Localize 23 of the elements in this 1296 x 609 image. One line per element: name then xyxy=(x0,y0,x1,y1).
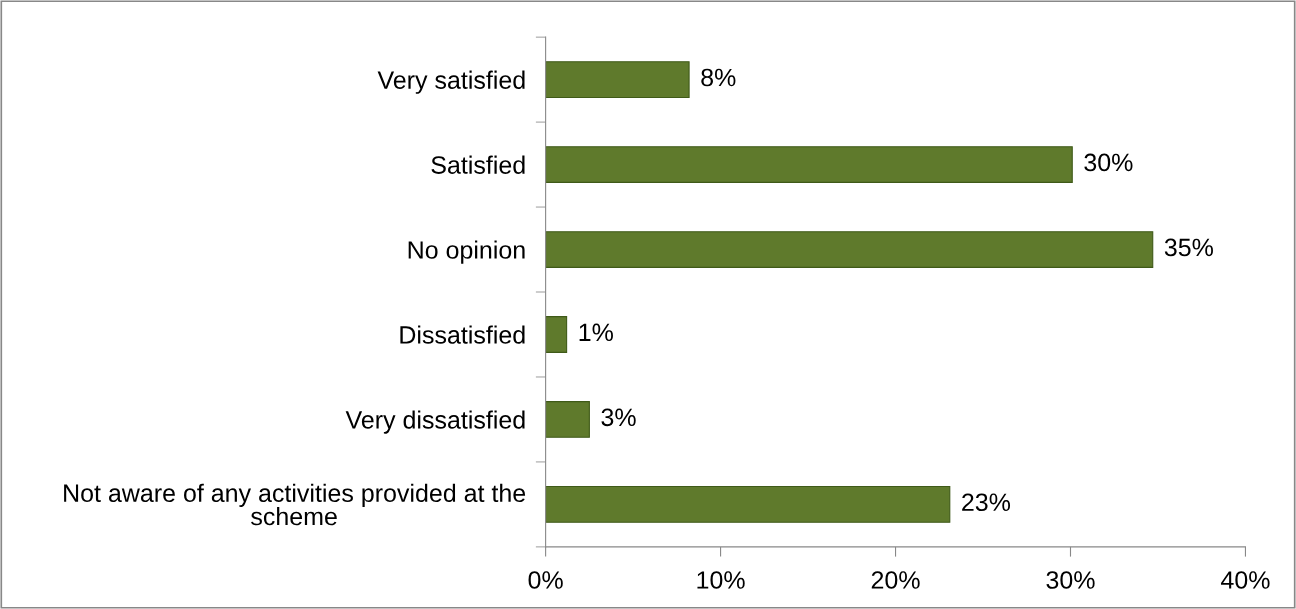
bar xyxy=(545,61,690,99)
y-tick-label: Very satisfied xyxy=(377,70,525,94)
data-label: 3% xyxy=(601,408,636,427)
y-tick-label: Very dissatisfied xyxy=(345,410,525,434)
data-label: 35% xyxy=(1164,238,1213,257)
x-tick-label: 10% xyxy=(697,571,745,589)
y-tick-label: Dissatisfied xyxy=(400,325,525,344)
x-tick-label: 40% xyxy=(1221,571,1270,589)
data-label: 30% xyxy=(1084,153,1133,172)
y-tick-label: No opinion xyxy=(408,240,525,264)
x-tick-label: 0% xyxy=(528,571,563,589)
x-tick-label: 20% xyxy=(871,571,920,589)
data-label: 23% xyxy=(962,493,1011,512)
bar xyxy=(545,316,568,353)
data-label: 8% xyxy=(701,68,736,87)
bar xyxy=(545,401,590,438)
bar xyxy=(545,486,951,523)
bar xyxy=(545,231,1154,268)
y-tick-label: Satisfied xyxy=(431,155,525,174)
data-label: 1% xyxy=(579,323,613,342)
y-tick-label: Not aware of any activities provided at the scheme xyxy=(64,483,526,526)
bar xyxy=(545,146,1073,183)
x-tick-label: 30% xyxy=(1046,571,1095,589)
